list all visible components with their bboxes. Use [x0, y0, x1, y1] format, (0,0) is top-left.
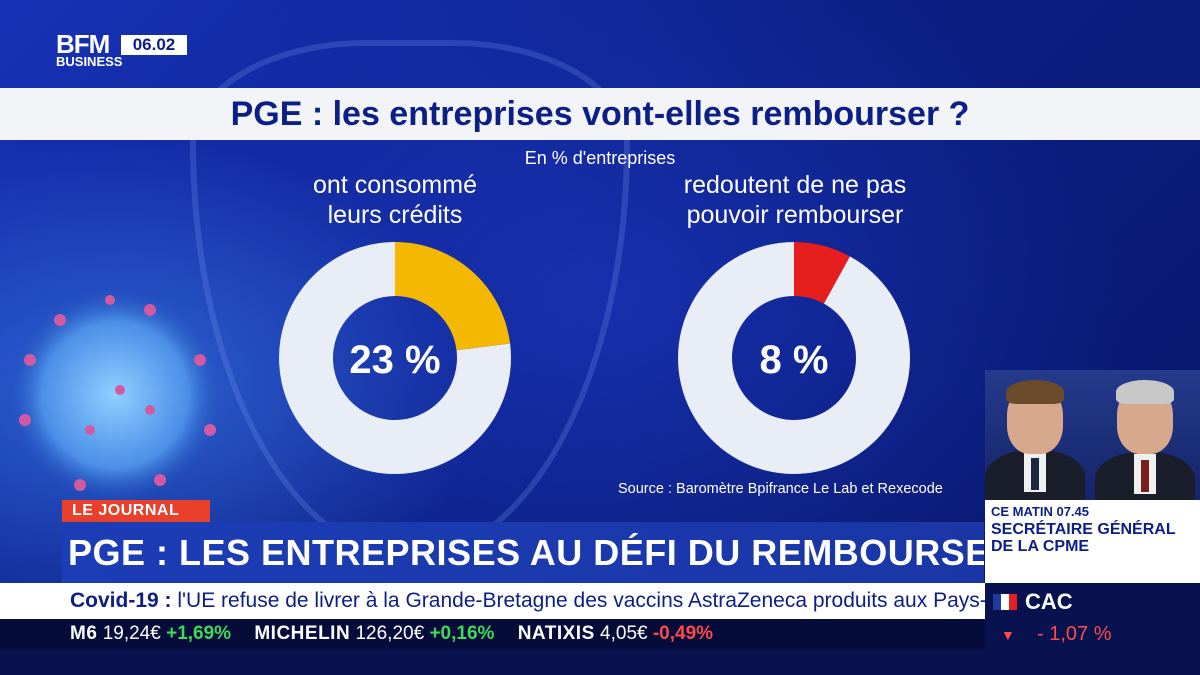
- index-box: CAC ▼ - 1,07 %: [985, 583, 1200, 675]
- index-name: CAC: [1025, 589, 1073, 614]
- donut-1-rest: [278, 242, 512, 474]
- stock-item: MICHELIN 126,20€ +0,16%: [254, 619, 494, 649]
- bottom-strip: [0, 649, 985, 675]
- guest-2-tie: [1141, 460, 1149, 492]
- virus-illustration: [10, 290, 220, 500]
- clock: 06.02: [121, 35, 187, 55]
- donut-label-1: ont consommé leurs crédits: [250, 170, 540, 230]
- guest-2-hair: [1116, 380, 1174, 404]
- donut-2-value: 8 %: [760, 338, 829, 382]
- stock-change: +1,69%: [166, 623, 232, 644]
- bfm-business-logo: BFM BUSINESS: [56, 29, 123, 69]
- stock-name: M6: [70, 623, 98, 644]
- ticker-text: l'UE refuse de livrer à la Grande-Bretag…: [171, 589, 985, 612]
- index-change: - 1,07 %: [1037, 623, 1112, 645]
- chart-subtitle: En % d'entreprises: [524, 148, 676, 168]
- chart-title: PGE : les entreprises vont-elles rembour…: [0, 88, 1200, 140]
- stock-price: 4,05€: [600, 623, 648, 644]
- guest-1-hair: [1006, 380, 1064, 404]
- stock-item: M6 19,24€ +1,69%: [70, 619, 231, 649]
- stock-item: NATIXIS 4,05€ -0,49%: [518, 619, 713, 649]
- stock-change: +0,16%: [429, 623, 495, 644]
- headline: PGE : LES ENTREPRISES AU DÉFI DU REMBOUR…: [62, 522, 984, 583]
- logo-text-bfm: BFM: [56, 29, 110, 59]
- donut-1-value: 23 %: [349, 338, 440, 382]
- stock-ticker: M6 19,24€ +1,69% MICHELIN 126,20€ +0,16%…: [0, 619, 985, 649]
- program-tag: LE JOURNAL: [62, 500, 210, 522]
- donut-1-slice: [395, 242, 511, 351]
- stock-name: NATIXIS: [517, 623, 595, 644]
- triangle-down-icon: ▼: [1001, 627, 1015, 643]
- donut-label-2-line-1: redoutent de ne pas: [683, 171, 907, 199]
- donut-chart-2: 8 %: [678, 242, 911, 475]
- program-title: SECRÉTAIRE GÉNÉRAL DE LA CPME: [991, 521, 1176, 555]
- chart-source: Source : Baromètre Bpifrance Le Lab et R…: [618, 481, 943, 497]
- french-flag-icon: [993, 594, 1017, 610]
- donut-label-1-line-2: leurs crédits: [327, 201, 463, 229]
- logo-text-business: BUSINESS: [56, 54, 123, 69]
- ticker-topic: Covid-19 :: [70, 589, 172, 612]
- stock-change: -0,49%: [652, 623, 714, 644]
- donut-label-2: redoutent de ne pas pouvoir rembourser: [640, 170, 950, 230]
- stock-name: MICHELIN: [254, 623, 351, 644]
- guest-1-tie: [1031, 458, 1039, 490]
- news-ticker: Covid-19 : l'UE refuse de livrer à la Gr…: [0, 583, 985, 619]
- donut-label-1-line-1: ont consommé: [313, 171, 477, 199]
- donut-chart-1: 23 %: [278, 242, 512, 474]
- guests-video: [985, 370, 1200, 500]
- stock-price: 19,24€: [102, 623, 161, 644]
- donut-2-slice: [794, 242, 850, 304]
- stock-price: 126,20€: [355, 623, 425, 644]
- donut-2-rest: [678, 242, 911, 475]
- program-time: CE MATIN 07.45: [991, 504, 1090, 519]
- program-info: CE MATIN 07.45 SECRÉTAIRE GÉNÉRAL DE LA …: [985, 500, 1200, 583]
- donut-label-2-line-2: pouvoir rembourser: [686, 201, 904, 229]
